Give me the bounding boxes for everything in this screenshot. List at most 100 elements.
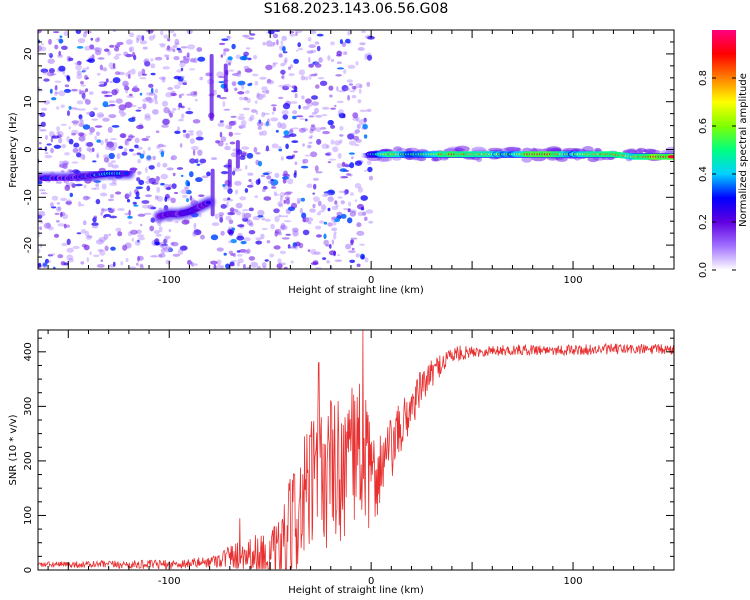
spectrogram-speck	[308, 115, 315, 118]
spectrogram-speck	[150, 63, 156, 69]
spectrogram-speck	[257, 178, 261, 185]
spectrogram-speck	[235, 202, 243, 209]
spectrogram-speck	[223, 108, 231, 111]
spectrogram-speck	[179, 143, 183, 148]
spectrogram-speck	[291, 90, 298, 93]
spectrogram-speck	[112, 178, 117, 185]
spectrogram-speck	[63, 223, 67, 229]
spectrogram-speck	[345, 38, 351, 44]
spectrogram-speck	[366, 81, 371, 87]
spectrogram-speck	[107, 91, 111, 94]
spectrogram-speck	[139, 263, 144, 267]
spectrogram-speck	[146, 185, 151, 192]
spectrogram-speck	[348, 140, 357, 146]
spectrogram-speck	[141, 68, 146, 75]
spectrogram-speck	[302, 158, 309, 164]
spectrogram-speck	[274, 230, 279, 234]
spectrogram-speck	[280, 122, 287, 130]
spectrogram-speck	[124, 86, 130, 91]
spectrogram-speck	[338, 190, 346, 193]
spectrogram-speck	[99, 249, 106, 256]
spectrogram-speck	[308, 63, 314, 68]
spectrogram-speck	[232, 208, 239, 213]
spectrogram-speck	[160, 150, 165, 158]
spectrogram-speck	[303, 217, 310, 223]
spectrogram-speck	[291, 154, 296, 158]
spectrogram-speck	[195, 130, 203, 137]
spectrogram-speck	[124, 139, 128, 146]
spectrogram-speck	[219, 131, 223, 138]
spectrogram-speck	[182, 56, 186, 59]
spectrogram-speck	[60, 261, 66, 266]
spectrogram-x-tick-label: 0	[368, 275, 374, 286]
spectrogram-streak	[235, 139, 240, 169]
spectrogram-speck	[242, 217, 249, 222]
spectrogram-speck	[285, 233, 291, 236]
spectrogram-speck	[80, 204, 85, 207]
spectrogram-speck	[224, 145, 231, 151]
spectrogram-speck	[172, 48, 176, 53]
colorbar-tick-label: 0.6	[698, 118, 709, 134]
spectrogram-speck	[60, 104, 65, 108]
spectrogram-speck	[154, 88, 159, 94]
spectrogram-speck	[257, 215, 264, 218]
spectrogram-speck	[282, 46, 286, 52]
spectrogram-speck	[347, 133, 355, 140]
spectrogram-speck	[258, 131, 263, 136]
spectrogram-speck	[283, 266, 288, 269]
spectrogram-speck	[180, 60, 183, 63]
spectrogram-speck	[58, 38, 64, 44]
spectrogram-speck	[331, 205, 339, 211]
spectrogram-speck	[98, 81, 107, 84]
spectrogram-speck	[47, 260, 51, 263]
spectrogram-x-axis-label: Height of straight line (km)	[288, 285, 424, 296]
spectrogram-speck	[329, 94, 333, 98]
spectrogram-speck	[283, 84, 292, 88]
spectrogram-speck	[164, 246, 172, 253]
spectrogram-speck	[278, 203, 284, 208]
spectrogram-speck	[273, 191, 277, 197]
spectrogram-speck	[144, 113, 151, 119]
spectrogram-speck	[66, 254, 74, 261]
spectrogram-speck	[311, 101, 319, 106]
spectrogram-speck	[322, 106, 330, 110]
spectrogram-speck	[136, 234, 145, 238]
spectrogram-speck	[306, 101, 313, 107]
spectrogram-speck	[310, 135, 313, 138]
spectrogram-speck	[109, 80, 113, 83]
spectrogram-speck	[76, 46, 84, 49]
spectrogram-speck	[132, 153, 137, 156]
spectrogram-speck	[146, 97, 155, 104]
spectrogram-speck	[279, 250, 286, 255]
spectrogram-speck	[109, 194, 115, 199]
spectrogram-speck	[307, 37, 312, 42]
spectrogram-speck	[93, 47, 100, 51]
spectrogram-speck	[161, 144, 167, 148]
spectrogram-speck	[247, 172, 254, 176]
spectrogram-speck	[192, 119, 201, 124]
spectrogram-speck	[39, 112, 46, 117]
spectrogram-speck	[87, 58, 95, 64]
spectrogram-speck	[223, 186, 229, 190]
spectrogram-speck	[57, 54, 64, 58]
spectrogram-speck	[358, 88, 362, 94]
spectrogram-speck	[354, 199, 358, 203]
spectrogram-speck	[110, 246, 116, 251]
spectrogram-speck	[97, 57, 105, 60]
spectrogram-speck	[362, 211, 367, 216]
spectrogram-speck	[248, 256, 256, 261]
spectrogram-speck	[361, 255, 365, 260]
spectrogram-speck	[96, 112, 105, 119]
spectrogram-speck	[141, 103, 147, 110]
spectrogram-speck	[302, 106, 310, 110]
spectrogram-speck	[216, 247, 224, 252]
spectrogram-speck	[76, 70, 82, 76]
spectrogram-speck	[310, 248, 317, 255]
spectrogram-speck	[137, 146, 143, 150]
spectrogram-speck	[102, 101, 109, 108]
spectrogram-speck	[153, 230, 160, 234]
spectrogram-speck	[190, 198, 195, 202]
spectrogram-speck	[117, 231, 123, 237]
spectrogram-speck	[242, 209, 249, 212]
